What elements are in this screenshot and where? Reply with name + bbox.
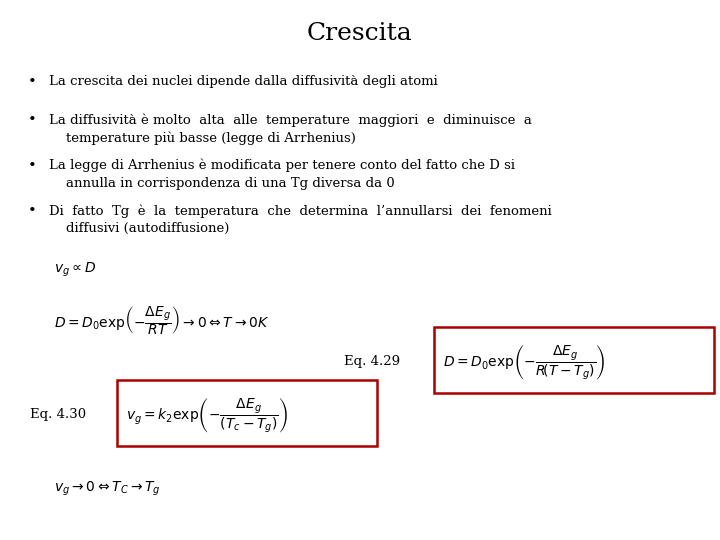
Text: •: •	[27, 204, 36, 218]
Text: La legge di Arrhenius è modificata per tenere conto del fatto che D si
    annul: La legge di Arrhenius è modificata per t…	[49, 159, 515, 190]
Text: $D = D_0 \exp\!\left( -\dfrac{\Delta E_g}{RT} \right) \rightarrow 0 \Leftrightar: $D = D_0 \exp\!\left( -\dfrac{\Delta E_g…	[54, 304, 269, 337]
Text: $v_g = k_2 \exp\!\left( -\dfrac{\Delta E_g}{(T_c - T_g)} \right)$: $v_g = k_2 \exp\!\left( -\dfrac{\Delta E…	[126, 396, 289, 435]
Text: Eq. 4.30: Eq. 4.30	[30, 408, 86, 421]
Text: •: •	[27, 75, 36, 89]
Text: $D = D_0 \exp\!\left( -\dfrac{\Delta E_g}{R\!(T - T_g)} \right)$: $D = D_0 \exp\!\left( -\dfrac{\Delta E_g…	[443, 343, 606, 382]
Text: Eq. 4.29: Eq. 4.29	[344, 355, 400, 368]
Text: $v_g \propto D$: $v_g \propto D$	[54, 260, 96, 279]
Text: •: •	[27, 113, 36, 127]
Text: •: •	[27, 159, 36, 173]
Text: Crescita: Crescita	[307, 22, 413, 45]
Text: Di  fatto  Tg  è  la  temperatura  che  determina  l’annullarsi  dei  fenomeni
 : Di fatto Tg è la temperatura che determi…	[49, 204, 552, 235]
Text: La crescita dei nuclei dipende dalla diffusività degli atomi: La crescita dei nuclei dipende dalla dif…	[49, 75, 438, 87]
Text: La diffusività è molto  alta  alle  temperature  maggiori  e  diminuisce  a
    : La diffusività è molto alta alle tempera…	[49, 113, 532, 145]
Text: $v_g \rightarrow 0 \Leftrightarrow T_C \rightarrow T_g$: $v_g \rightarrow 0 \Leftrightarrow T_C \…	[54, 480, 161, 498]
